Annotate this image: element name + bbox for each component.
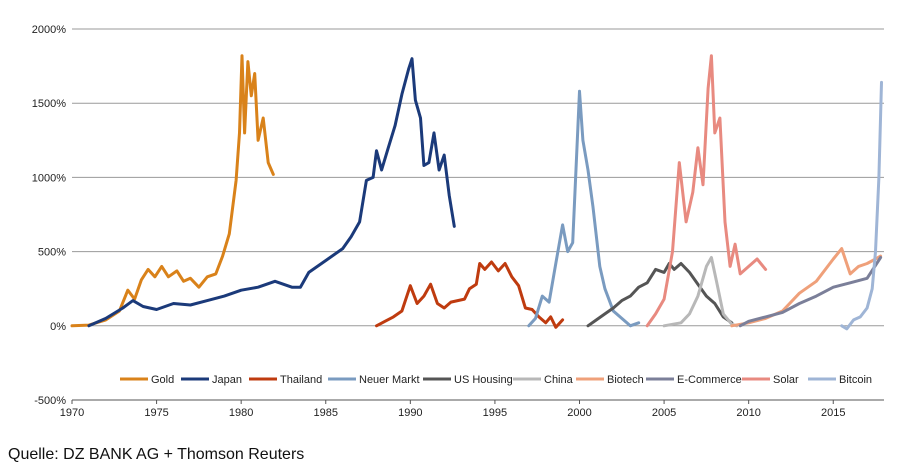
legend-label: Thailand bbox=[280, 374, 322, 386]
y-tick-label: 500% bbox=[38, 247, 66, 259]
gridlines bbox=[72, 28, 884, 401]
series-line-us-housing bbox=[586, 262, 734, 328]
y-tick-label: 0% bbox=[50, 321, 66, 333]
x-tick-label: 1970 bbox=[60, 407, 84, 419]
series-line-japan bbox=[87, 57, 456, 328]
x-axis bbox=[71, 399, 884, 404]
x-tick-label: 1980 bbox=[229, 407, 253, 419]
legend-label: China bbox=[544, 374, 574, 386]
x-tick-label: 1975 bbox=[144, 407, 168, 419]
legend-label: Solar bbox=[773, 374, 799, 386]
legend-label: Japan bbox=[212, 374, 242, 386]
x-tick-label: 2010 bbox=[736, 407, 760, 419]
y-tick-label: 1500% bbox=[32, 98, 66, 110]
x-tick-label: 1990 bbox=[398, 407, 422, 419]
source-note: Quelle: DZ BANK AG + Thomson Reuters bbox=[8, 446, 305, 463]
x-tick-label: 2005 bbox=[652, 407, 676, 419]
legend-label: Gold bbox=[151, 374, 174, 386]
series-line-china bbox=[662, 256, 739, 328]
series-line-thailand bbox=[375, 260, 565, 329]
y-tick-label: 2000% bbox=[32, 24, 66, 36]
legend-label: Biotech bbox=[607, 374, 644, 386]
x-tick-label: 1995 bbox=[483, 407, 507, 419]
series-line-gold bbox=[70, 54, 275, 328]
series-line-bitcoin bbox=[840, 80, 883, 331]
legend-label: E-Commerce bbox=[677, 374, 742, 386]
series-lines bbox=[70, 54, 883, 331]
x-tick-label: 2015 bbox=[821, 407, 845, 419]
y-tick-label: 1000% bbox=[32, 172, 66, 184]
legend-label: Bitcoin bbox=[839, 374, 872, 386]
series-line-solar bbox=[645, 54, 768, 328]
legend-label: US Housing bbox=[454, 374, 513, 386]
x-tick-label: 2000 bbox=[567, 407, 591, 419]
series-line-e-commerce bbox=[738, 256, 883, 328]
series-line-neuer-markt bbox=[527, 89, 641, 328]
y-tick-label: -500% bbox=[34, 395, 66, 407]
legend-label: Neuer Markt bbox=[359, 374, 420, 386]
y-axis-tick-labels: 2000% 1500% 1000% 500% 0% -500% bbox=[32, 24, 66, 407]
legend: Gold Japan Thailand Neuer Markt US Housing Ch… bbox=[120, 374, 872, 386]
x-axis-tick-labels: 1970 1975 1980 1985 1990 1995 2000 2005 2010 2015 bbox=[60, 407, 846, 419]
x-tick-label: 1985 bbox=[314, 407, 338, 419]
